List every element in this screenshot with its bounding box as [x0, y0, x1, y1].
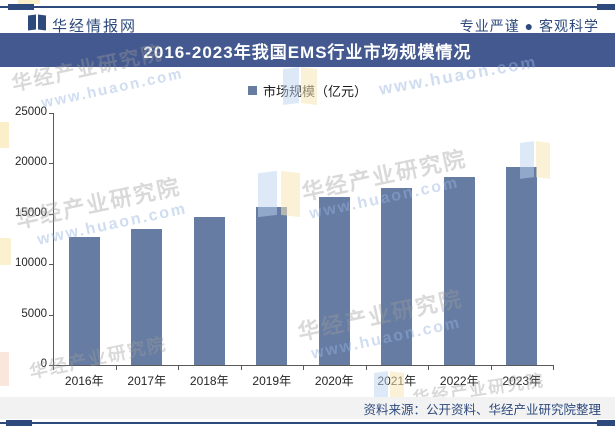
y-tick-label: 10000 [15, 257, 47, 270]
x-axis-label: 2022年 [439, 374, 479, 388]
site-name[interactable]: 华经情报网 [52, 18, 138, 35]
y-tick-mark [49, 365, 53, 366]
y-tick-label: 0 [40, 358, 47, 370]
source-bar: 资料来源：公开资料、华经产业研究院整理 [0, 397, 615, 419]
bar-2021年 [381, 187, 413, 365]
source-text: 资料来源：公开资料、华经产业研究院整理 [363, 402, 601, 417]
x-tick-mark [178, 366, 179, 370]
bar-2016年 [68, 236, 100, 365]
site-slogan: 专业严谨 ● 客观科学 [459, 18, 599, 34]
top-border-cap-right [597, 4, 615, 10]
watermark-chip [0, 122, 9, 148]
x-tick-mark [428, 366, 429, 370]
bar-2019年 [256, 207, 288, 365]
y-tick-mark [49, 163, 53, 165]
y-tick-label: 15000 [15, 206, 47, 219]
y-tick-mark [49, 213, 53, 215]
bar-2018年 [193, 217, 225, 365]
chart-title-bar: 2016-2023年我国EMS行业市场规模情况 [0, 33, 615, 67]
bottom-border-cap-left [6, 420, 32, 426]
y-tick-label: 25000 [15, 106, 47, 118]
legend-marker [247, 85, 257, 95]
bottom-border-cap-right [597, 420, 615, 426]
x-axis-line [53, 365, 554, 366]
legend: 市场规模（亿元） [0, 81, 615, 99]
y-tick-label: 20000 [15, 156, 47, 169]
bar-2023年 [506, 167, 538, 365]
x-axis-label: 2018年 [189, 374, 229, 388]
site-logo-icon[interactable] [28, 14, 48, 31]
y-tick-mark [49, 113, 53, 114]
y-axis-line [53, 113, 54, 365]
x-axis-label: 2021年 [377, 374, 417, 388]
x-tick-mark [553, 366, 554, 370]
x-axis-label: 2020年 [314, 374, 354, 388]
top-border-line [0, 6, 615, 8]
x-tick-mark [303, 366, 304, 370]
x-tick-mark [240, 366, 242, 370]
x-axis-label: 2019年 [252, 374, 292, 388]
x-tick-mark [53, 366, 54, 370]
bar-2017年 [131, 229, 163, 365]
y-tick-mark [49, 264, 53, 266]
x-tick-mark [365, 366, 367, 370]
x-axis-label: 2017年 [127, 374, 167, 388]
bar-2020年 [318, 196, 350, 365]
watermark-text: 华经产业研究院 [13, 173, 184, 234]
bar-2022年 [443, 176, 475, 365]
watermark-url: www.huaon.com [35, 200, 189, 249]
x-axis-label: 2016年 [64, 374, 104, 388]
bottom-border-line [0, 422, 615, 424]
top-border-cap-left [8, 4, 34, 10]
x-tick-mark [490, 366, 492, 370]
y-tick-mark [49, 314, 53, 316]
x-axis-label: 2023年 [502, 374, 542, 388]
y-tick-label: 5000 [21, 307, 47, 320]
x-tick-mark [115, 366, 117, 370]
legend-label: 市场规模（亿元） [262, 83, 367, 99]
chart-title: 2016-2023年我国EMS行业市场规模情况 [143, 42, 472, 62]
